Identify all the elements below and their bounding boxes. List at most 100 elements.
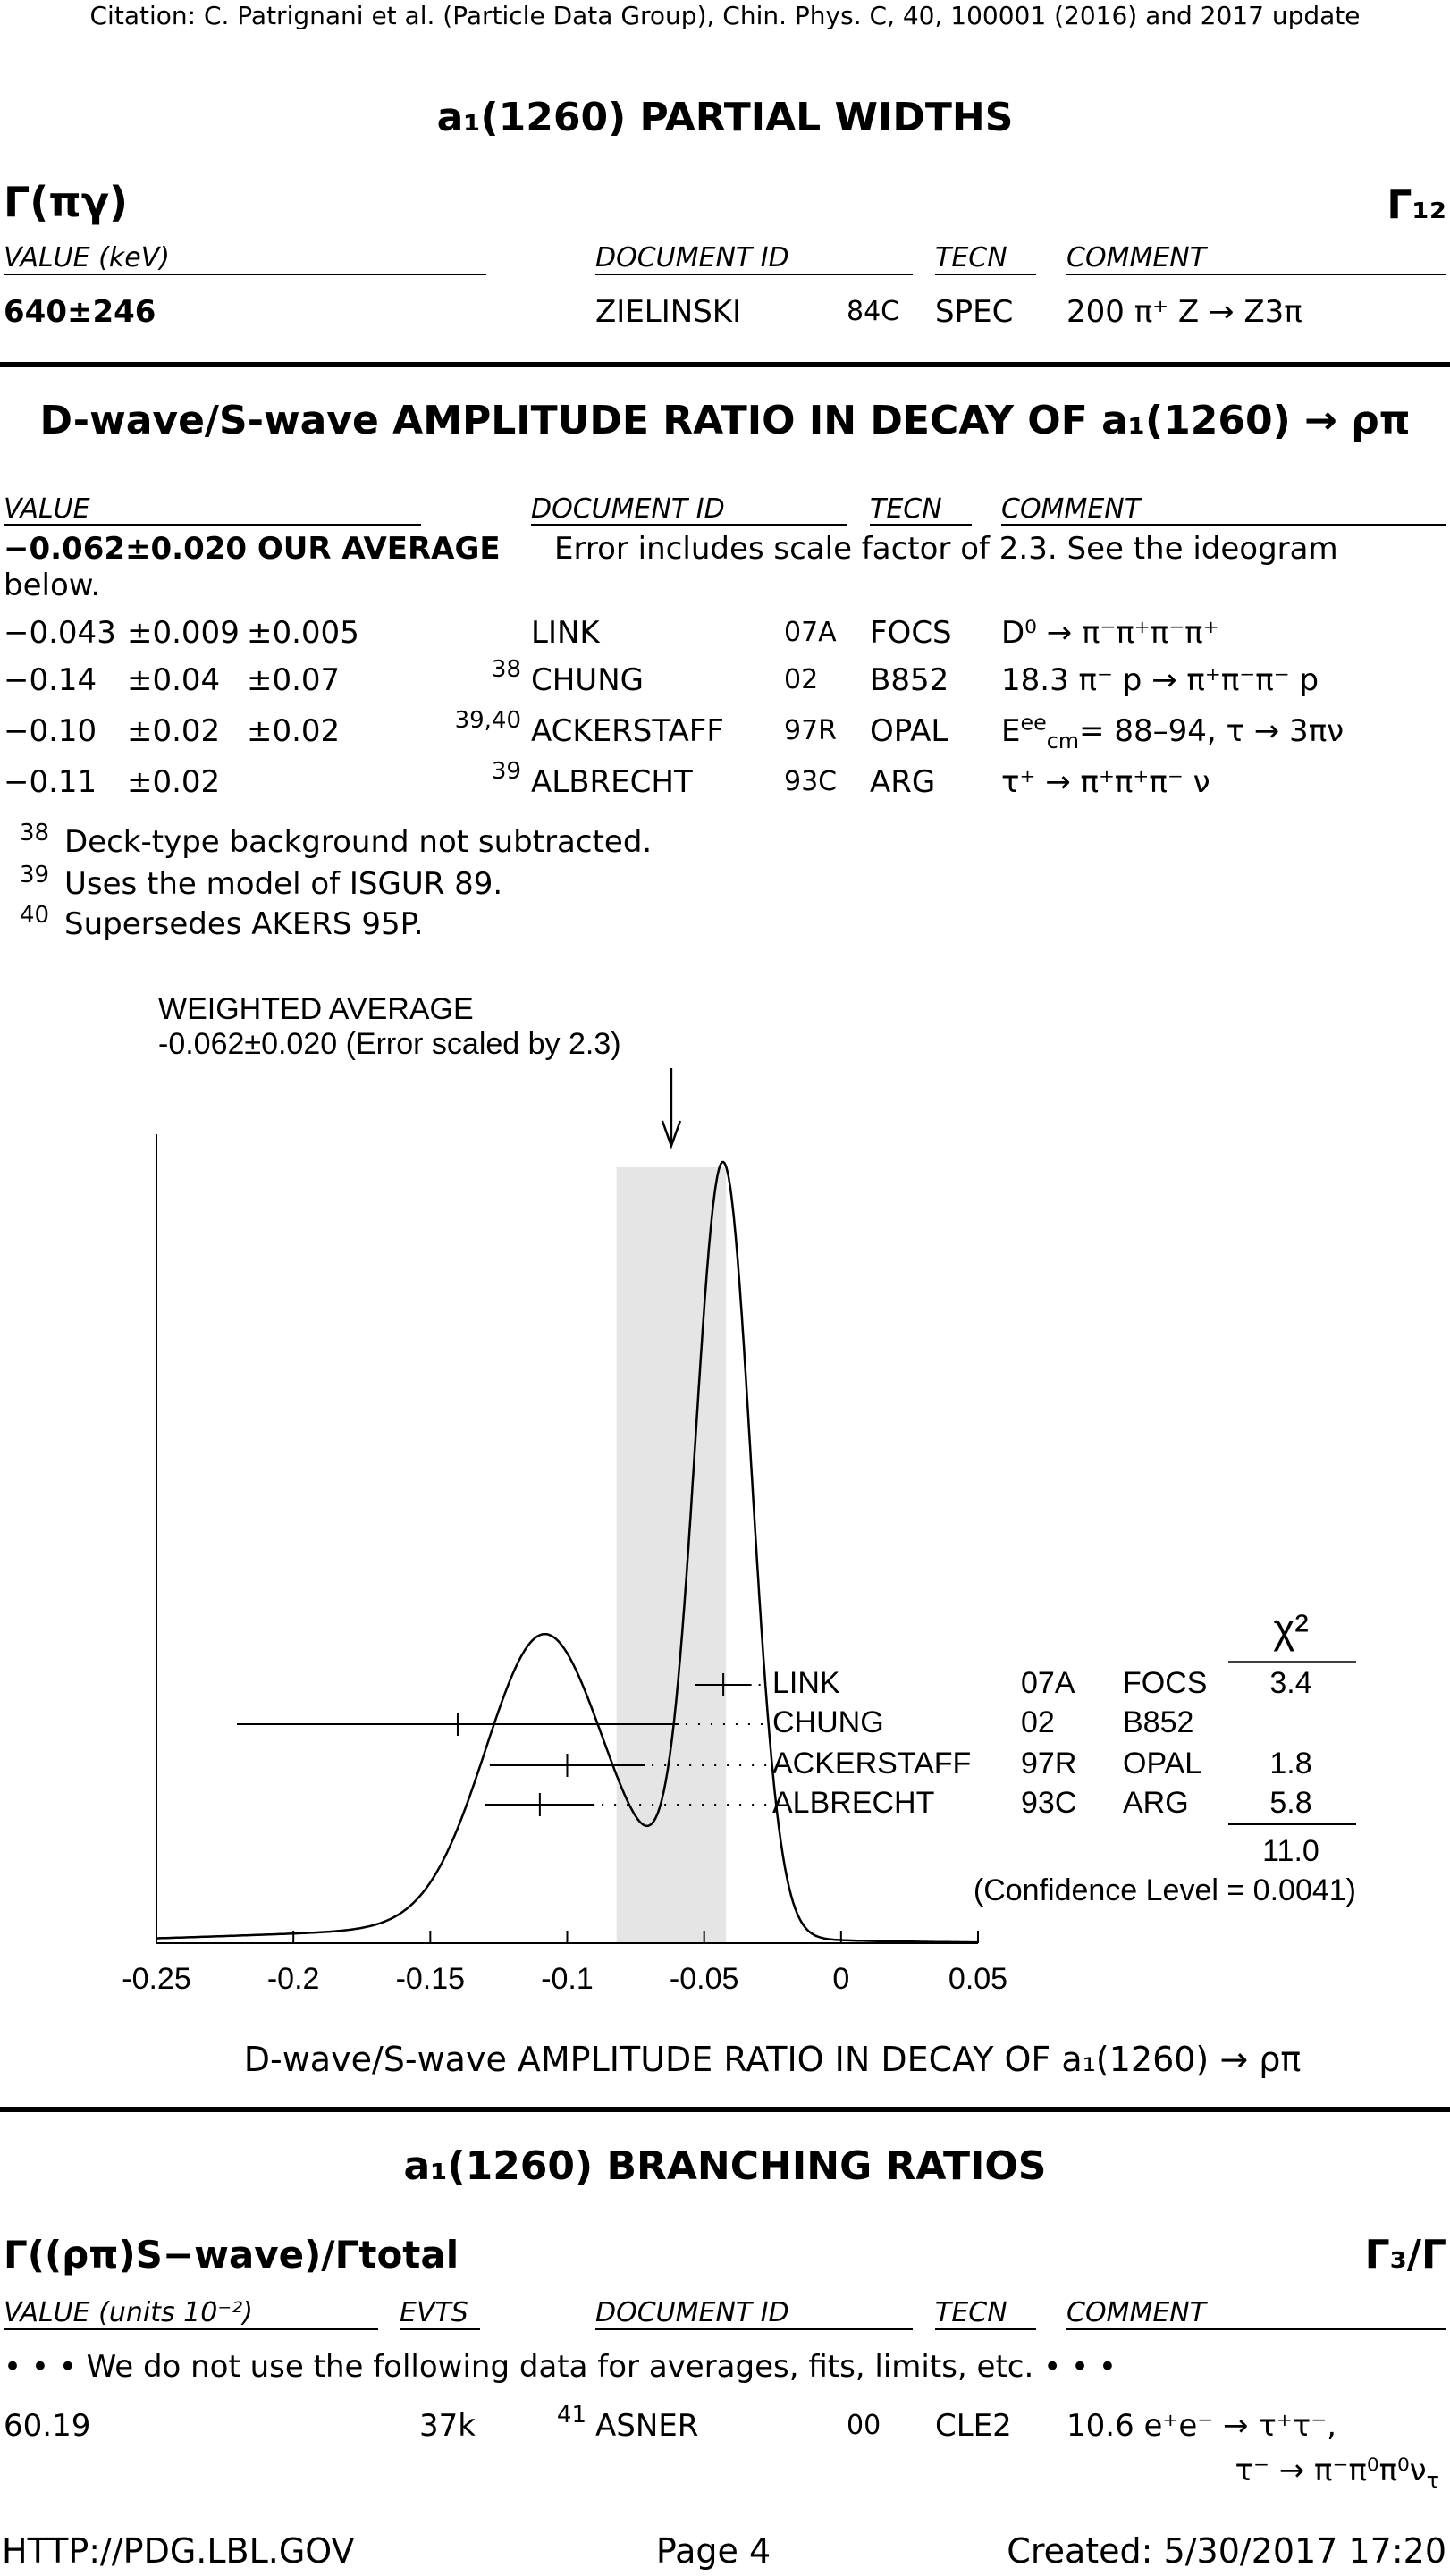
footer-url: HTTP://PDG.LBL.GOV: [2, 2531, 355, 2571]
footnote-mark: 38: [20, 820, 50, 846]
column-header: VALUE: [4, 493, 90, 525]
measurement-name: LINK: [772, 1666, 840, 1700]
text-part: 200 π⁺ Z → Z3π: [1066, 294, 1302, 330]
section-rule: [0, 362, 1450, 367]
year: 93C: [784, 766, 838, 797]
syst-error: ±0.005: [247, 615, 359, 651]
year: 97R: [784, 715, 838, 746]
measurement-year: 02: [1021, 1705, 1055, 1739]
document-id: ZIELINSKI: [595, 294, 742, 330]
column-header: COMMENT: [1001, 493, 1142, 525]
column-underline: [1066, 2328, 1446, 2330]
average-band: [616, 1167, 727, 1943]
measurement-tecn: FOCS: [1123, 1666, 1207, 1700]
year: 00: [847, 2410, 881, 2441]
document-id: LINK: [531, 615, 600, 651]
average-note: Error includes scale factor of 2.3. See …: [554, 531, 1338, 567]
column-underline: [4, 2328, 378, 2330]
text-part: τ⁻ → π⁻π⁰π⁰ν: [1235, 2453, 1427, 2488]
measurement-name: ACKERSTAFF: [772, 1747, 971, 1780]
footnote-mark: 38: [491, 656, 521, 683]
ideogram-curve: [156, 1160, 978, 1944]
chi2-total: 11.0: [1262, 1834, 1319, 1868]
column-underline: [595, 274, 913, 275]
footnote-text: Supersedes AKERS 95P.: [64, 906, 424, 942]
footer-created: Created: 5/30/2017 17:20: [1007, 2531, 1446, 2571]
section-title: D-wave/S-wave AMPLITUDE RATIO IN DECAY O…: [39, 398, 1411, 443]
comment: 200 π⁺ Z → Z3π: [1066, 297, 1302, 327]
syst-error: ±0.02: [247, 713, 341, 749]
value: 60.19: [4, 2408, 91, 2444]
column-underline: [4, 274, 486, 275]
average: −0.062±0.020 OUR AVERAGE: [4, 531, 501, 567]
comment: τ⁻ → π⁻π⁰π⁰ντ: [1235, 2453, 1439, 2491]
column-header: EVTS: [400, 2297, 468, 2328]
year: 02: [784, 664, 819, 695]
tecn: OPAL: [870, 713, 948, 749]
quantity: Γ((ρπ)S−wave)/Γtotal: [4, 2233, 459, 2277]
column-underline: [531, 524, 847, 526]
measurement-year: 07A: [1021, 1666, 1075, 1700]
measurement-year: 93C: [1021, 1786, 1076, 1820]
text-part: τ⁺ → π⁺π⁺π⁻ ν: [1001, 764, 1210, 800]
evts: 37k: [419, 2408, 476, 2444]
measurement-tecn: B852: [1123, 1705, 1193, 1739]
measurement-year: 97R: [1021, 1747, 1076, 1780]
measurement-tecn: OPAL: [1123, 1747, 1201, 1780]
section-title: a₁(1260) PARTIAL WIDTHS: [436, 95, 1014, 140]
quantity-code: Γ₁₂: [1387, 182, 1446, 228]
column-header: TECN: [870, 493, 942, 525]
text-part: τ: [1426, 2467, 1439, 2493]
column-header: VALUE (keV): [4, 242, 170, 274]
column-header: TECN: [935, 242, 1007, 274]
column-header: DOCUMENT ID: [595, 242, 789, 274]
value: −0.11: [4, 764, 97, 800]
column-underline: [935, 274, 1036, 275]
column-header: DOCUMENT ID: [595, 2297, 789, 2328]
footnote-text: Deck-type background not subtracted.: [64, 824, 653, 860]
quantity: Γ(πγ): [4, 178, 129, 226]
measurement-tecn: ARG: [1123, 1786, 1189, 1820]
citation: Citation: C. Patrignani et al. (Particle…: [89, 1, 1361, 30]
column-header: TECN: [935, 2297, 1007, 2328]
column-header: COMMENT: [1066, 242, 1207, 274]
column-header: COMMENT: [1066, 2297, 1207, 2328]
document-id: CHUNG: [531, 662, 644, 698]
chi2: 5.8: [1269, 1786, 1311, 1820]
footnote-mark: 39,40: [454, 707, 521, 734]
value: −0.14: [4, 662, 97, 698]
text-part: 18.3 π⁻ p → π⁺π⁻π⁻ p: [1001, 662, 1319, 698]
tecn: ARG: [870, 764, 936, 800]
x-tick-label: 0.05: [948, 1962, 1007, 1996]
chi2: 1.8: [1269, 1747, 1311, 1780]
x-tick-label: -0.15: [396, 1962, 466, 1996]
average-note: below.: [4, 568, 101, 603]
chi2: 3.4: [1269, 1666, 1311, 1700]
tecn: FOCS: [870, 615, 952, 651]
stat-error: ±0.009: [127, 615, 240, 651]
stat-error: ±0.02: [127, 713, 221, 749]
value: −0.043: [4, 615, 116, 651]
year: 07A: [784, 617, 837, 648]
tecn: B852: [870, 662, 949, 698]
footnote-mark: 41: [556, 2402, 586, 2429]
comment: 18.3 π⁻ p → π⁺π⁻π⁻ p: [1001, 665, 1319, 695]
x-tick-label: 0: [832, 1962, 849, 1996]
year: 84C: [847, 296, 900, 327]
column-underline: [400, 2328, 480, 2330]
footer-page: Page 4: [655, 2531, 771, 2571]
section-rule: [0, 2107, 1450, 2112]
column-underline: [595, 2328, 913, 2330]
syst-error: ±0.07: [247, 662, 341, 698]
footnote-mark: 39: [20, 862, 50, 888]
document-id: ASNER: [595, 2408, 699, 2444]
quantity-code: Γ₃/Γ: [1364, 2232, 1446, 2277]
column-underline: [935, 2328, 1036, 2330]
column-underline: [1001, 524, 1446, 526]
text-part: ee: [1020, 710, 1047, 736]
footnote-text: Uses the model of ISGUR 89.: [64, 866, 503, 902]
document-id: ACKERSTAFF: [531, 713, 724, 749]
column-underline: [4, 524, 421, 526]
column-underline: [870, 524, 972, 526]
